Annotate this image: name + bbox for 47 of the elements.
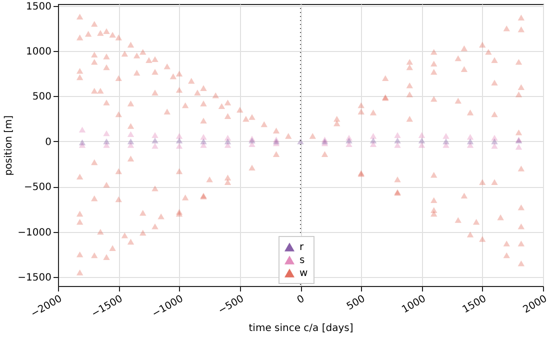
y-tick-label: 500 [32,92,52,103]
point [176,133,183,139]
point [78,139,86,146]
x-tick-label: 0 [295,294,306,306]
point [127,131,134,138]
point [394,132,401,138]
x-tick-label: −500 [216,294,246,317]
y-tick-label: −1500 [18,272,52,284]
point [224,138,232,144]
point [200,138,207,144]
point [466,138,474,144]
y-tick-label: 1500 [26,1,52,12]
x-axis-title: time since c/a [days] [248,323,354,334]
point [297,138,304,144]
point [418,132,426,138]
point [418,138,426,144]
point [491,138,498,144]
point [394,142,401,148]
point [466,134,474,140]
point [370,138,377,144]
point [152,143,158,149]
point [127,138,134,144]
point [418,142,426,148]
legend-label: r [300,242,304,253]
y-tick-label: −500 [24,182,52,194]
point [152,132,158,138]
point [200,134,207,140]
legend-label: s [300,255,305,266]
legend-label: w [300,268,308,279]
y-tick-label: −1000 [18,227,52,238]
point [103,130,110,136]
point [176,138,183,144]
point [152,138,158,144]
point [442,138,450,144]
point [515,144,522,150]
point [346,138,352,144]
point [491,143,498,149]
point [103,138,110,144]
point [78,126,86,133]
point [176,143,183,149]
point [370,133,377,139]
y-axis-title: position [m] [4,115,15,176]
y-tick-label: 1000 [26,46,52,58]
point [394,138,401,144]
y-tick-label: 0 [45,136,52,148]
x-tick-label: 500 [345,294,368,313]
point [442,133,450,139]
